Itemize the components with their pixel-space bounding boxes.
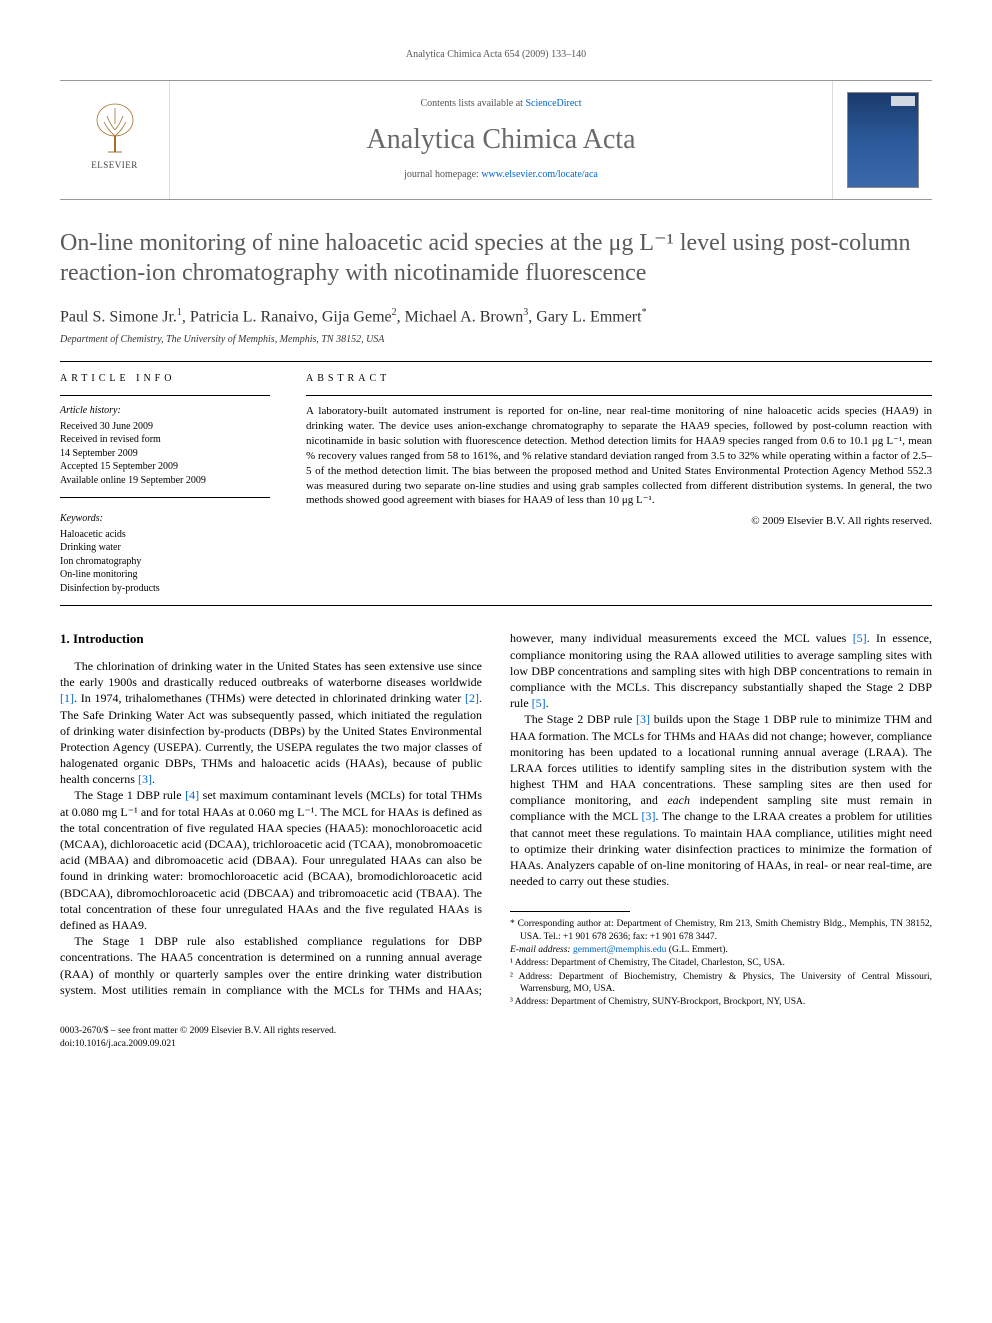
publisher-label: ELSEVIER [91,159,138,171]
abstract-text: A laboratory-built automated instrument … [306,404,932,508]
doi-line: doi:10.1016/j.aca.2009.09.021 [60,1038,336,1051]
p1-dot: . [152,772,155,786]
author-1-marker: 1 [177,307,182,318]
section-heading-1: 1. Introduction [60,630,482,648]
email-name: (G.L. Emmert). [666,945,727,955]
author-2: Patricia L. Ranaivo [190,308,314,325]
authors-line: Paul S. Simone Jr.1, Patricia L. Ranaivo… [60,306,932,328]
author-1: Paul S. Simone Jr. [60,308,177,325]
p1-text: The chlorination of drinking water in th… [60,659,482,689]
abstract-rule [306,395,932,396]
keyword-1: Drinking water [60,541,270,555]
ref-link-3a[interactable]: [3] [138,772,152,786]
history-line-3: Accepted 15 September 2009 [60,460,270,474]
contents-prefix: Contents lists available at [420,98,525,109]
homepage-prefix: journal homepage: [404,169,481,180]
keyword-3: On-line monitoring [60,568,270,582]
author-4-marker: 3 [523,307,528,318]
front-matter-text: 0003-2670/$ – see front matter © 2009 El… [60,1025,336,1038]
history-line-4: Available online 19 September 2009 [60,474,270,488]
p1-text-b: . In 1974, trihalomethanes (THMs) were d… [74,691,465,705]
running-head: Analytica Chimica Acta 654 (2009) 133–14… [60,48,932,62]
p2-text-a: The Stage 1 DBP rule [74,788,185,802]
front-matter-line: 0003-2670/$ – see front matter © 2009 El… [60,1025,336,1051]
author-4: Michael A. Brown [405,308,524,325]
history-rule [60,395,270,396]
body-p2: The Stage 1 DBP rule [4] set maximum con… [60,787,482,933]
article-info-left: ARTICLE INFO Article history: Received 3… [60,372,270,596]
ref-link-1[interactable]: [1] [60,691,74,705]
journal-homepage-link[interactable]: www.elsevier.com/locate/aca [481,169,598,180]
banner-center: Contents lists available at ScienceDirec… [170,81,832,199]
ref-link-5a[interactable]: [5] [853,631,867,645]
footnote-1: ¹ Address: Department of Chemistry, The … [510,957,932,969]
footnote-3: ³ Address: Department of Chemistry, SUNY… [510,996,932,1008]
keyword-4: Disinfection by-products [60,582,270,596]
rule-top [60,361,932,362]
keywords-head: Keywords: [60,512,270,526]
footnote-corresponding: * Corresponding author at: Department of… [510,918,932,943]
p1-text-c: . The Safe Drinking Water Act was subseq… [60,691,482,786]
journal-cover-thumbnail [847,92,919,188]
body-p1: The chlorination of drinking water in th… [60,658,482,788]
article-title: On-line monitoring of nine haloacetic ac… [60,228,932,288]
p4-text-a: The Stage 2 DBP rule [524,712,636,726]
author-3: Gija Geme [322,308,392,325]
article-info-row: ARTICLE INFO Article history: Received 3… [60,372,932,596]
footnote-2: ² Address: Department of Biochemistry, C… [510,971,932,996]
history-line-0: Received 30 June 2009 [60,420,270,434]
keywords-rule [60,497,270,498]
footnotes: * Corresponding author at: Department of… [510,918,932,1008]
elsevier-tree-icon [90,100,140,155]
publisher-logo-block: ELSEVIER [60,81,170,199]
copyright-line: © 2009 Elsevier B.V. All rights reserved… [306,514,932,529]
elsevier-logo: ELSEVIER [80,100,150,180]
p3-dot: . [546,696,549,710]
footnote-block: * Corresponding author at: Department of… [510,911,932,1008]
keyword-0: Haloacetic acids [60,528,270,542]
ref-link-2[interactable]: [2] [465,691,479,705]
journal-banner: ELSEVIER Contents lists available at Sci… [60,80,932,200]
p4-text-b: builds upon the Stage 1 DBP rule to mini… [510,712,932,823]
history-line-1: Received in revised form [60,433,270,447]
ref-link-3c[interactable]: [3] [641,809,655,823]
ref-link-3b[interactable]: [3] [636,712,650,726]
history-line-2: 14 September 2009 [60,447,270,461]
cover-thumbnail-block [832,81,932,199]
sciencedirect-link[interactable]: ScienceDirect [525,98,581,109]
ref-link-5b[interactable]: [5] [532,696,546,710]
author-5: Gary L. Emmert [536,308,641,325]
history-head: Article history: [60,404,270,418]
footnote-rule [510,911,630,912]
email-link[interactable]: gemmert@memphis.edu [573,945,666,955]
p2-text-b: set maximum contaminant levels (MCLs) fo… [60,788,482,932]
email-label: E-mail address: [510,945,573,955]
abstract-label: ABSTRACT [306,372,932,386]
abstract-block: ABSTRACT A laboratory-built automated in… [306,372,932,596]
journal-homepage-line: journal homepage: www.elsevier.com/locat… [404,168,598,182]
bottom-bar: 0003-2670/$ – see front matter © 2009 El… [60,1025,932,1051]
body-columns: 1. Introduction The chlorination of drin… [60,630,932,1008]
contents-available-line: Contents lists available at ScienceDirec… [420,97,581,111]
journal-name: Analytica Chimica Acta [366,121,635,159]
body-p4: The Stage 2 DBP rule [3] builds upon the… [510,711,932,889]
article-info-label: ARTICLE INFO [60,372,270,386]
ref-link-4[interactable]: [4] [185,788,199,802]
keyword-2: Ion chromatography [60,555,270,569]
author-3-marker: 2 [392,307,397,318]
author-5-marker: * [642,307,647,318]
footnote-email-line: E-mail address: gemmert@memphis.edu (G.L… [510,944,932,956]
affiliation: Department of Chemistry, The University … [60,333,932,347]
rule-after-abstract [60,605,932,606]
